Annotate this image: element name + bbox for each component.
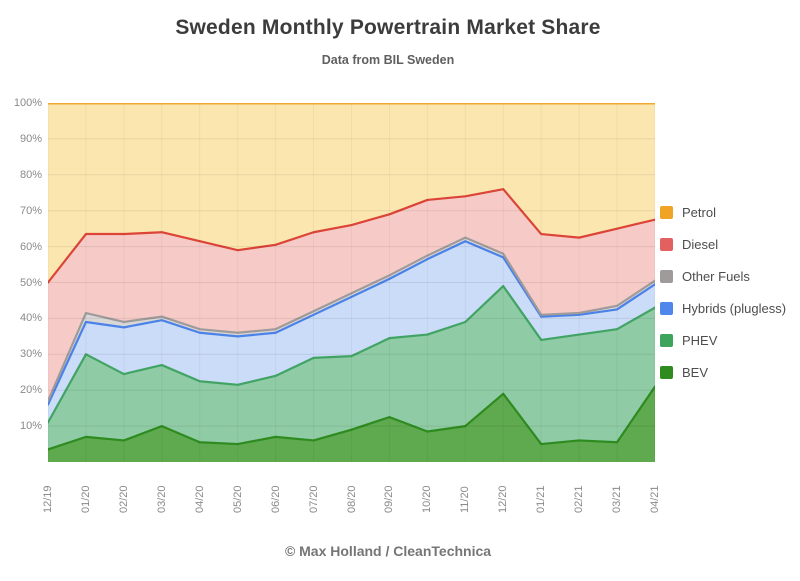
legend-label: BEV [682, 365, 709, 380]
x-tick-label: 05/20 [231, 485, 244, 513]
x-tick-label: 04/21 [649, 485, 661, 513]
area-phev [48, 286, 655, 450]
x-tick-label: 08/20 [345, 485, 358, 513]
legend-swatch-other-fuels [660, 270, 673, 283]
y-tick-label: 90% [19, 132, 42, 145]
x-tick-label: 12/19 [42, 485, 54, 513]
legend-item-petrol: Petrol [660, 205, 800, 220]
x-tick-label: 12/20 [497, 485, 510, 513]
legend-item-diesel: Diesel [660, 237, 800, 252]
x-tick-label: 10/20 [421, 485, 434, 513]
line-other-fuels [48, 236, 655, 403]
chart-legend: Petrol Diesel Other Fuels Hybrids (plugless… [660, 205, 800, 397]
area-hybrids-plugless [48, 241, 655, 423]
y-tick-label: 70% [19, 204, 42, 217]
legend-label: Petrol [682, 205, 716, 220]
legend-label: Other Fuels [682, 269, 750, 284]
chart-title: Sweden Monthly Powertrain Market Share [175, 16, 601, 39]
x-tick-label: 03/21 [611, 485, 624, 513]
x-tick-label: 01/21 [535, 485, 548, 513]
legend-label: PHEV [682, 333, 718, 348]
x-tick-label: 03/20 [155, 485, 168, 513]
y-tick-label: 60% [19, 240, 42, 253]
chart-credit: © Max Holland / CleanTechnica [284, 543, 492, 559]
y-tick-label: 80% [19, 168, 42, 181]
y-tick-label: 20% [19, 384, 42, 397]
legend-item-bev: BEV [660, 365, 800, 380]
x-tick-label: 11/20 [459, 486, 472, 513]
area-other-fuels [48, 237, 655, 405]
line-hybrids-plugless [48, 240, 655, 406]
line-diesel [48, 188, 655, 284]
x-tick-label: 04/20 [193, 485, 206, 513]
x-tick-label: 06/20 [269, 485, 282, 513]
area-petrol [48, 103, 655, 283]
legend-swatch-hybrids-plugless [660, 302, 673, 315]
legend-item-other-fuels: Other Fuels [660, 269, 800, 284]
x-tick-label: 09/20 [383, 485, 396, 513]
line-bev [48, 385, 655, 451]
plot-area [48, 103, 655, 462]
y-tick-label: 30% [19, 348, 42, 361]
legend-swatch-diesel [660, 238, 673, 251]
legend-label: Hybrids (plugless) [682, 301, 787, 316]
legend-item-hybrids-plugless: Hybrids (plugless) [660, 301, 800, 316]
legend-swatch-phev [660, 334, 673, 347]
y-tick-label: 50% [19, 276, 42, 289]
x-tick-label: 02/20 [117, 485, 130, 513]
legend-swatch-petrol [660, 206, 673, 219]
chart-subtitle: Data from BIL Sweden [321, 53, 455, 67]
y-tick-label: 40% [19, 312, 42, 325]
x-tick-label: 01/20 [79, 485, 92, 513]
x-tick-label: 07/20 [307, 485, 320, 513]
y-tick-label: 100% [13, 97, 42, 109]
y-tick-label: 10% [19, 420, 42, 433]
x-tick-label: 02/21 [573, 485, 586, 513]
legend-swatch-bev [660, 366, 673, 379]
legend-label: Diesel [682, 237, 719, 252]
stacked-area-chart [48, 103, 655, 462]
legend-item-phev: PHEV [660, 333, 800, 348]
line-phev [48, 284, 655, 424]
